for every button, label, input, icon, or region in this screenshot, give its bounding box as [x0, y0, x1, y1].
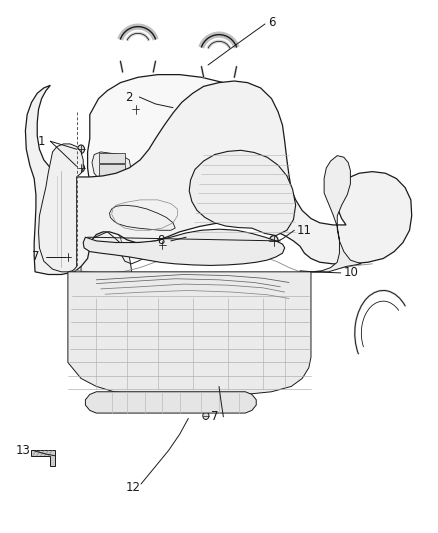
Polygon shape [81, 232, 131, 304]
Circle shape [64, 253, 71, 261]
Circle shape [94, 126, 103, 137]
Polygon shape [110, 205, 175, 230]
Polygon shape [189, 150, 296, 236]
Polygon shape [99, 164, 125, 177]
Text: 6: 6 [268, 16, 276, 29]
Text: 10: 10 [344, 266, 359, 279]
Text: 2: 2 [125, 91, 133, 103]
Circle shape [157, 106, 211, 172]
Circle shape [158, 312, 210, 376]
Text: 13: 13 [15, 444, 30, 457]
Circle shape [174, 332, 194, 356]
Text: 7: 7 [211, 410, 219, 423]
Circle shape [78, 145, 85, 154]
Circle shape [132, 105, 139, 114]
Polygon shape [39, 144, 83, 272]
Polygon shape [31, 450, 55, 466]
Circle shape [203, 412, 209, 419]
Polygon shape [92, 152, 131, 181]
Circle shape [164, 115, 204, 163]
Circle shape [149, 362, 153, 368]
Polygon shape [151, 147, 173, 160]
Text: 12: 12 [126, 481, 141, 494]
Polygon shape [212, 120, 263, 163]
Circle shape [78, 164, 85, 172]
Text: 1: 1 [38, 135, 46, 148]
Polygon shape [85, 392, 256, 413]
Circle shape [159, 241, 166, 249]
Text: 8: 8 [158, 235, 165, 247]
Polygon shape [81, 205, 136, 264]
Polygon shape [68, 272, 311, 395]
Polygon shape [83, 229, 285, 265]
Polygon shape [88, 75, 278, 219]
Polygon shape [99, 153, 125, 163]
Text: 11: 11 [297, 224, 312, 237]
Polygon shape [311, 156, 361, 272]
Polygon shape [25, 81, 412, 274]
Circle shape [158, 362, 162, 368]
Circle shape [166, 322, 201, 365]
Text: 7: 7 [32, 251, 40, 263]
Circle shape [269, 236, 278, 246]
